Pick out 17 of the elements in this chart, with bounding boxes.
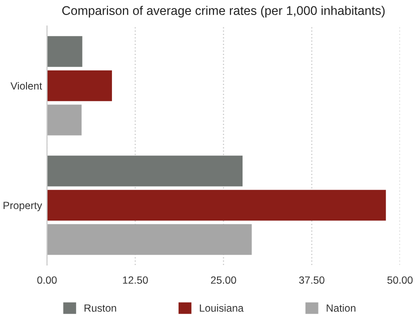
chart-title: Comparison of average crime rates (per 1,000 inhabitants) <box>62 6 385 18</box>
legend-label: Nation <box>326 304 356 312</box>
y-tick-label: Violent <box>10 82 42 90</box>
legend-label: Ruston <box>84 304 116 312</box>
x-tick-label: 25.00 <box>210 276 236 284</box>
bar <box>47 224 252 255</box>
x-tick-label: 50.00 <box>387 276 413 284</box>
bar <box>47 156 243 186</box>
bar <box>47 36 82 67</box>
bar <box>47 104 82 136</box>
x-tick-label: 37.50 <box>299 276 324 284</box>
bar <box>47 70 112 102</box>
legend-label: Louisiana <box>200 304 244 312</box>
x-tick-label: 12.50 <box>123 276 148 284</box>
x-tick-label: 0.00 <box>37 276 57 284</box>
bar <box>47 190 386 221</box>
y-tick-label: Property <box>4 202 42 212</box>
